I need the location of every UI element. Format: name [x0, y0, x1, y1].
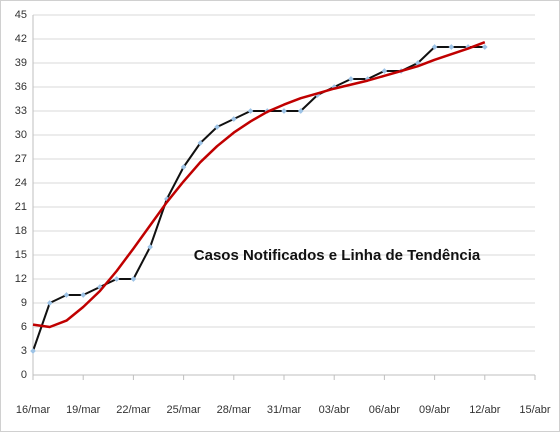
point-marker: [113, 276, 120, 282]
y-tick-label: 39: [15, 57, 27, 69]
x-tick-label: 12/abr: [469, 404, 501, 416]
x-tick-label: 28/mar: [217, 404, 252, 416]
y-tick-label: 36: [15, 81, 27, 93]
point-marker: [247, 108, 254, 114]
x-tick-label: 15/abr: [519, 404, 551, 416]
point-marker: [80, 292, 87, 298]
annotation: Casos Notificados e Linha de Tendência: [194, 247, 481, 264]
x-tick-label: 03/abr: [319, 404, 351, 416]
point-marker: [147, 244, 153, 250]
x-tick-label: 16/mar: [16, 404, 51, 416]
series-line: [32, 46, 485, 352]
x-tick-label: 25/mar: [166, 404, 201, 416]
y-tick-label: 18: [15, 225, 27, 237]
y-tick-label: 21: [15, 201, 27, 213]
y-tick-label: 6: [21, 321, 27, 333]
point-marker: [230, 116, 237, 122]
y-tick-label: 45: [15, 9, 27, 21]
y-tick-label: 12: [15, 273, 27, 285]
point-marker: [281, 108, 287, 114]
y-tick-label: 15: [15, 249, 27, 261]
x-tick-label: 19/mar: [66, 404, 101, 416]
x-tick-label: 22/mar: [116, 404, 151, 416]
x-tick-label: 09/abr: [419, 404, 451, 416]
y-tick-label: 30: [15, 129, 27, 141]
point-marker: [63, 292, 70, 298]
point-marker: [130, 276, 137, 282]
point-marker: [197, 140, 204, 146]
series-line: [32, 41, 486, 329]
y-tick-label: 27: [15, 153, 27, 165]
point-marker: [381, 68, 388, 74]
y-tick-label: 9: [21, 297, 27, 309]
x-tick-label: 31/mar: [267, 404, 302, 416]
y-tick-label: 3: [21, 345, 27, 357]
point-marker: [214, 124, 220, 130]
y-tick-label: 0: [21, 369, 27, 381]
point-marker: [180, 164, 187, 170]
y-tick-label: 24: [15, 177, 27, 189]
y-tick-label: 33: [15, 105, 27, 117]
x-tick-label: 06/abr: [369, 404, 401, 416]
y-tick-label: 42: [15, 33, 27, 45]
point-marker: [297, 108, 304, 114]
point-marker: [348, 76, 354, 82]
